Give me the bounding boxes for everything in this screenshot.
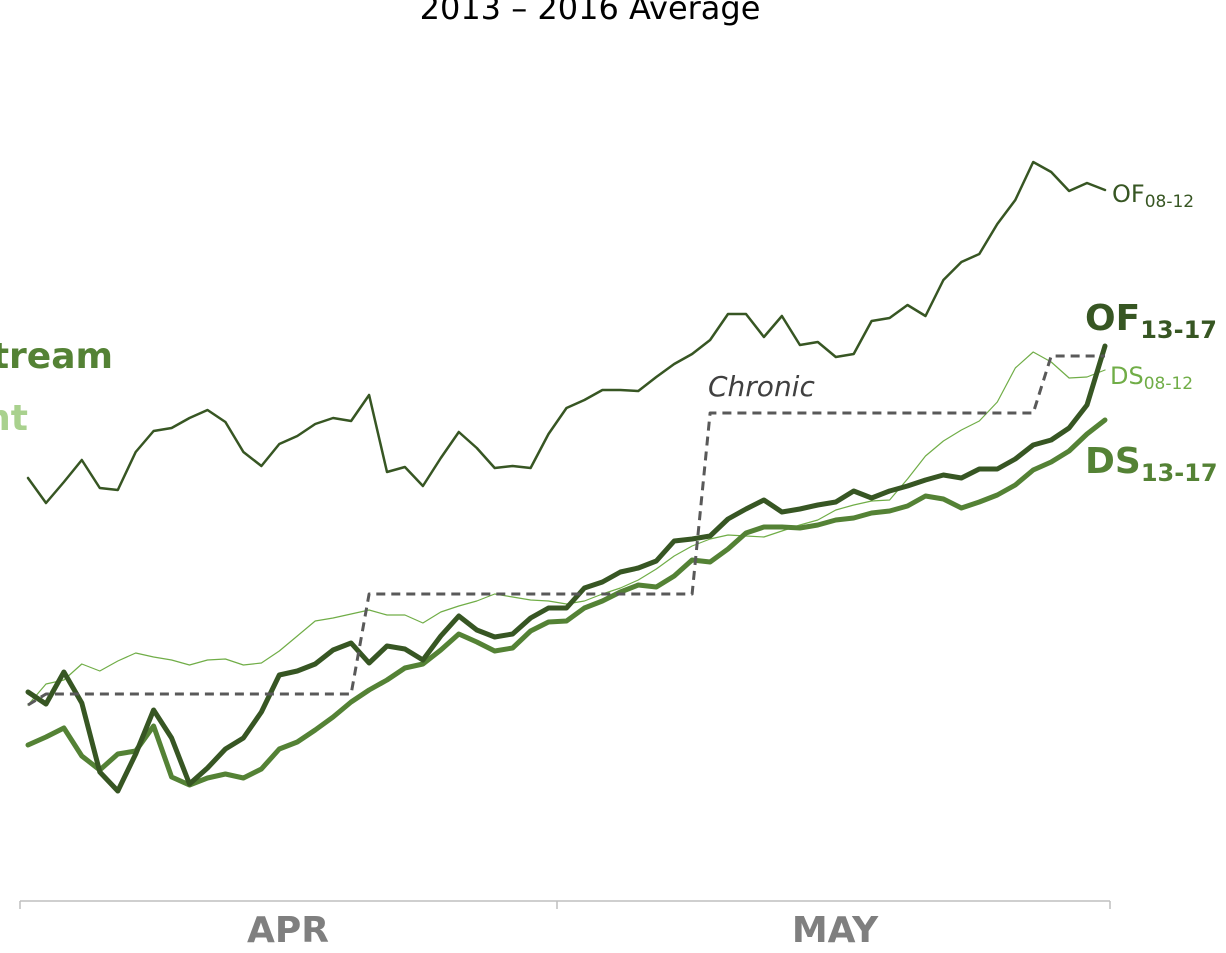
series-line (27, 351, 1106, 706)
series-label-main: Chronic (708, 370, 815, 403)
series-label: OF13-17 (1085, 298, 1217, 344)
series-line (25, 417, 1108, 788)
series-label-sub: 13-17 (1141, 459, 1218, 487)
series-label: DS13-17 (1085, 441, 1218, 487)
series-line (26, 160, 1107, 505)
series-label-main: DS (1085, 441, 1141, 482)
chart-title: 2013 – 2016 Average (420, 0, 761, 27)
series-label-main: OF (1085, 298, 1140, 339)
month-label: APR (247, 910, 329, 951)
side-label: nt (0, 398, 28, 439)
series-label-sub: 08-12 (1145, 192, 1194, 212)
series-label: DS08-12 (1110, 362, 1193, 394)
series-label-main: DS (1110, 362, 1144, 390)
month-label: MAY (792, 910, 879, 951)
series-label-sub: 08-12 (1144, 374, 1193, 394)
series-label: Chronic (708, 370, 815, 403)
series-line (25, 343, 1108, 794)
series-label: OF08-12 (1112, 180, 1194, 212)
series-line (27, 354, 1105, 707)
series-label-main: OF (1112, 180, 1145, 208)
side-label: tream (0, 336, 113, 377)
series-label-sub: 13-17 (1140, 316, 1217, 344)
